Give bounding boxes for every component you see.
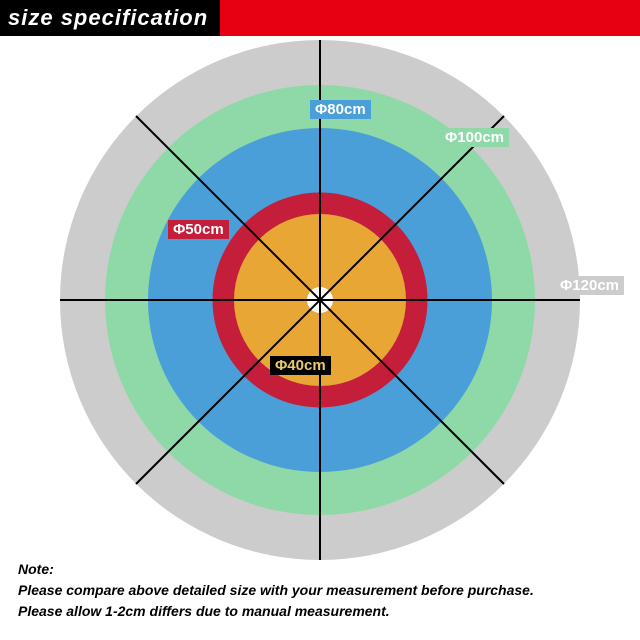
- size-label-2: Φ80cm: [310, 100, 371, 119]
- note-line-1: Please compare above detailed size with …: [18, 580, 622, 601]
- size-label-1: Φ50cm: [168, 220, 229, 239]
- ring-5: [307, 287, 333, 313]
- note-section: Note: Please compare above detailed size…: [18, 559, 622, 622]
- header-red-strip: [220, 0, 640, 36]
- size-label-3: Φ100cm: [440, 128, 509, 147]
- size-label-0: Φ40cm: [270, 356, 331, 375]
- size-label-4: Φ120cm: [555, 276, 624, 295]
- header-title: size specification: [0, 0, 220, 36]
- header-bar: size specification: [0, 0, 640, 36]
- note-line-2: Please allow 1-2cm differs due to manual…: [18, 601, 622, 622]
- note-heading: Note:: [18, 559, 622, 580]
